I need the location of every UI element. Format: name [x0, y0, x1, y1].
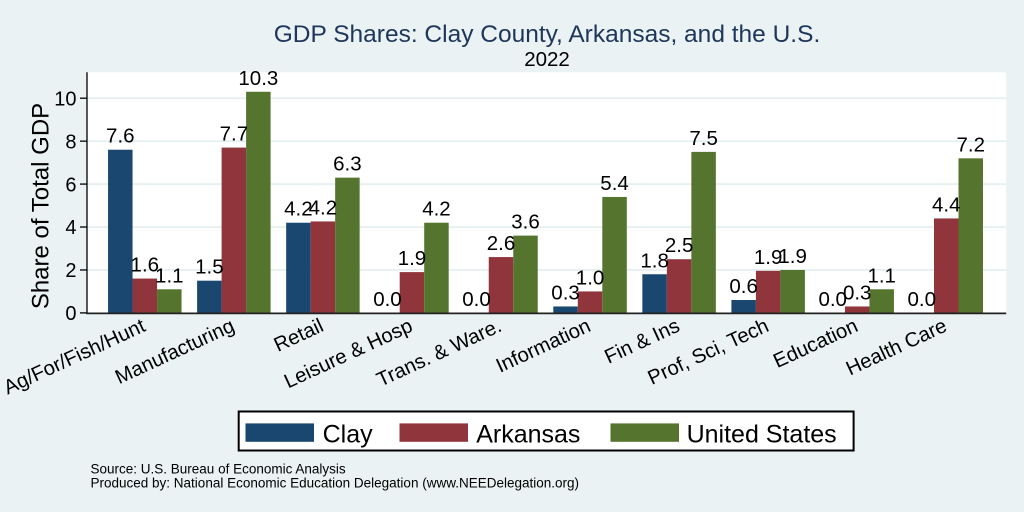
svg-text:Produced by: National Economic: Produced by: National Economic Education…	[91, 475, 580, 490]
svg-text:1.1: 1.1	[155, 264, 184, 287]
svg-text:0.0: 0.0	[908, 288, 937, 311]
svg-text:1.6: 1.6	[131, 254, 160, 277]
svg-text:7.2: 7.2	[957, 133, 986, 156]
svg-text:1.1: 1.1	[867, 264, 896, 287]
svg-text:7.7: 7.7	[220, 123, 249, 146]
svg-text:7.6: 7.6	[106, 125, 135, 148]
svg-text:Source: U.S. Bureau of Economi: Source: U.S. Bureau of Economic Analysis	[91, 462, 346, 477]
svg-text:1.5: 1.5	[195, 256, 224, 279]
svg-text:0.0: 0.0	[818, 288, 847, 311]
svg-text:7.5: 7.5	[689, 127, 718, 150]
svg-text:0.3: 0.3	[551, 281, 580, 304]
svg-text:1.8: 1.8	[640, 249, 669, 272]
svg-text:1.9: 1.9	[754, 246, 783, 269]
svg-text:3.6: 3.6	[511, 211, 540, 234]
svg-text:4.2: 4.2	[422, 198, 451, 221]
svg-text:United States: United States	[687, 420, 837, 448]
svg-text:2.6: 2.6	[487, 232, 516, 255]
svg-text:6.3: 6.3	[333, 153, 362, 176]
svg-text:Clay: Clay	[323, 420, 374, 448]
svg-text:5.4: 5.4	[600, 172, 629, 195]
svg-text:10: 10	[54, 88, 76, 110]
svg-text:0.0: 0.0	[462, 288, 491, 311]
svg-text:4: 4	[65, 217, 76, 239]
svg-text:8: 8	[65, 131, 76, 153]
svg-text:0.6: 0.6	[729, 275, 758, 298]
svg-text:GDP Shares: Clay County, Arkan: GDP Shares: Clay County, Arkansas, and t…	[274, 21, 821, 48]
svg-text:2: 2	[65, 260, 76, 282]
svg-text:2.5: 2.5	[665, 234, 694, 257]
svg-text:0: 0	[65, 303, 76, 325]
svg-text:4.2: 4.2	[309, 196, 338, 219]
svg-text:1.9: 1.9	[398, 247, 427, 270]
svg-text:0.3: 0.3	[843, 281, 872, 304]
svg-text:4.2: 4.2	[284, 198, 313, 221]
svg-text:Arkansas: Arkansas	[476, 420, 580, 448]
svg-text:Share of Total GDP: Share of Total GDP	[27, 103, 54, 309]
svg-text:10.3: 10.3	[238, 67, 278, 90]
svg-text:4.4: 4.4	[932, 193, 961, 216]
svg-text:2022: 2022	[524, 48, 570, 71]
svg-text:1.0: 1.0	[576, 266, 605, 289]
svg-text:6: 6	[65, 174, 76, 196]
svg-text:0.0: 0.0	[373, 288, 402, 311]
svg-text:1.9: 1.9	[778, 245, 807, 268]
